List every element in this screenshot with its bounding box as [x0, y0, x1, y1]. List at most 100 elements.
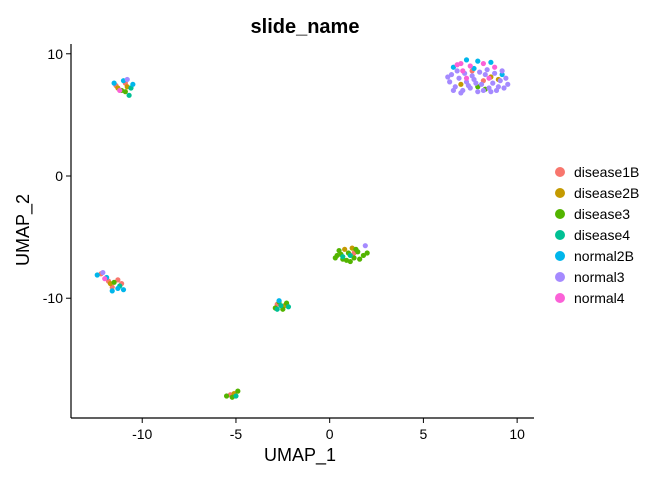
data-point-normal3	[445, 74, 451, 80]
data-point-normal3	[484, 67, 490, 73]
data-point-disease3	[223, 393, 230, 399]
data-point-normal2B	[488, 59, 494, 65]
data-point-normal3	[480, 87, 486, 94]
data-point-normal2B	[450, 64, 456, 70]
data-point-normal3	[454, 68, 460, 74]
data-point-normal3	[501, 85, 507, 91]
legend: disease1B disease2B disease3 disease4 normal…	[555, 164, 639, 306]
data-point-normal2B	[109, 288, 115, 294]
data-point-disease4	[347, 252, 353, 259]
data-point-disease4	[285, 304, 292, 310]
legend-key-normal2B	[555, 251, 565, 261]
data-point-normal2B	[111, 80, 117, 86]
legend-label-normal4: normal4	[574, 290, 625, 306]
data-point-disease3	[235, 388, 241, 394]
data-point-disease2B	[342, 246, 348, 252]
data-point-normal2B	[276, 298, 282, 304]
x-axis-title: UMAP_1	[264, 445, 336, 466]
data-point-normal2B	[471, 65, 477, 72]
data-point-normal4	[460, 68, 466, 74]
data-point-normal3	[124, 76, 130, 83]
data-point-disease4	[274, 306, 280, 312]
data-point-normal4	[463, 75, 470, 81]
legend-key-normal3	[555, 272, 565, 282]
legend-key-disease4	[555, 230, 565, 240]
data-point-normal3	[456, 75, 462, 81]
y-axis-title: UMAP_2	[13, 194, 34, 266]
data-point-disease4	[278, 302, 284, 309]
legend-key-normal4	[555, 293, 565, 303]
data-point-normal3	[469, 73, 475, 79]
data-point-normal4	[117, 87, 123, 94]
x-tick-label: -5	[230, 426, 243, 442]
data-point-normal3	[465, 82, 471, 89]
data-point-disease3	[351, 255, 357, 261]
data-point-disease3	[364, 250, 370, 256]
data-point-disease4	[340, 254, 346, 260]
data-point-normal4	[486, 75, 492, 81]
x-tick-label: 0	[326, 426, 334, 442]
data-point-normal4	[480, 60, 486, 67]
data-point-disease3	[357, 256, 363, 262]
data-point-normal3	[488, 89, 494, 95]
data-point-normal3	[505, 81, 511, 87]
legend-key-disease3	[555, 209, 565, 219]
y-tick-label: 0	[55, 168, 63, 184]
data-point-disease4	[233, 393, 239, 399]
legend-label-disease4: disease4	[574, 227, 630, 243]
legend-label-normal3: normal3	[574, 269, 625, 285]
data-point-normal3	[458, 90, 464, 96]
data-point-normal3	[448, 71, 455, 78]
data-point-disease3	[347, 258, 353, 265]
data-point-normal3	[478, 81, 485, 87]
data-point-normal3	[477, 69, 483, 75]
data-point-normal3	[100, 269, 106, 276]
data-point-normal2B	[463, 57, 470, 63]
data-point-normal2B	[130, 81, 136, 87]
data-point-normal3	[447, 79, 453, 85]
legend-key-disease2B	[555, 188, 565, 198]
data-point-disease4	[126, 92, 132, 98]
data-point-normal3	[492, 70, 498, 76]
data-point-disease3	[336, 247, 342, 254]
data-point-normal4	[454, 62, 460, 68]
data-point-disease3	[111, 279, 117, 285]
legend-label-disease2B: disease2B	[574, 185, 639, 201]
data-point-normal3	[475, 89, 481, 95]
y-tick-label: -10	[43, 290, 63, 306]
data-point-disease2B	[458, 81, 464, 87]
legend-label-normal2B: normal2B	[574, 248, 634, 264]
data-point-normal3	[495, 84, 501, 90]
data-point-normal3	[473, 80, 479, 86]
data-point-normal2B	[120, 287, 127, 293]
data-point-normal3	[450, 87, 456, 94]
data-point-normal3	[497, 78, 503, 84]
data-point-normal4	[492, 64, 498, 70]
x-tick-label: 10	[509, 426, 525, 442]
legend-label-disease3: disease3	[574, 206, 630, 222]
legend-key-disease1B	[555, 167, 565, 177]
data-point-normal3	[482, 71, 488, 78]
data-point-normal2B	[499, 71, 505, 78]
data-point-normal3	[362, 243, 368, 249]
y-tick-label: 10	[47, 46, 63, 62]
chart-title: slide_name	[251, 16, 360, 38]
data-point-normal2B	[94, 272, 100, 278]
data-point-normal3	[503, 75, 509, 81]
data-point-disease1B	[115, 277, 121, 283]
data-point-normal2B	[115, 285, 121, 292]
data-point-normal3	[490, 80, 496, 86]
data-point-disease3	[334, 252, 340, 259]
data-point-disease3	[360, 252, 367, 259]
data-point-normal2B	[475, 58, 481, 64]
x-tick-label: -10	[132, 426, 152, 442]
data-point-normal3	[499, 68, 505, 74]
data-points	[94, 57, 511, 400]
x-tick-label: 5	[420, 426, 428, 442]
data-point-normal4	[467, 63, 473, 69]
data-point-normal4	[102, 276, 108, 282]
axis-ticks: -10 -5 0 5 10 10 0 -10	[43, 46, 525, 442]
data-point-disease3	[353, 246, 359, 252]
legend-label-disease1B: disease1B	[574, 164, 639, 180]
